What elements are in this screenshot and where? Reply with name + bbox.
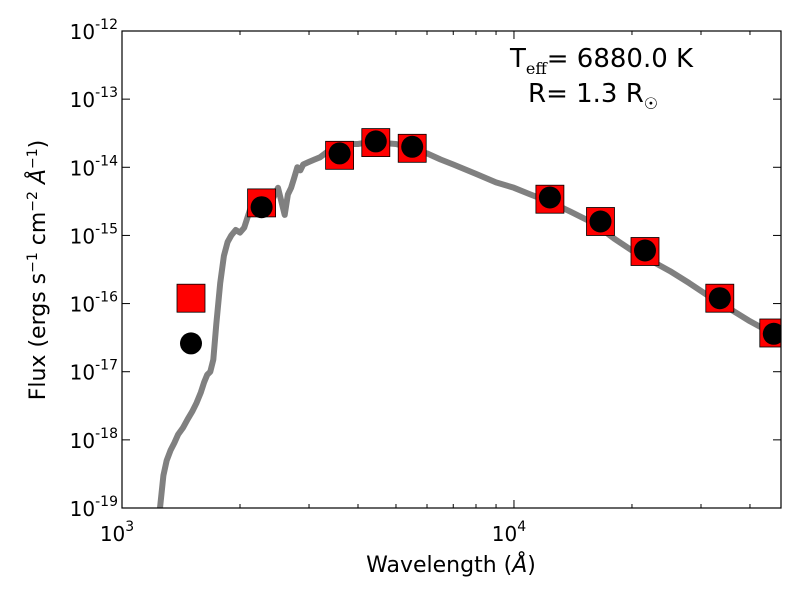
y-tick-label: 10-13 — [70, 85, 118, 112]
teff-subscript: eff — [526, 59, 548, 78]
observed-photometry-point — [180, 332, 202, 355]
radius-annotation: R= 1.3 R☉ — [528, 79, 658, 113]
annotation: Teff= 6880.0 K R= 1.3 R☉ — [509, 44, 694, 113]
plot-frame — [121, 30, 782, 509]
x-tick-label: 103 — [100, 519, 134, 546]
series-layer — [157, 128, 781, 508]
observed-photometry-point — [589, 210, 612, 233]
tick-layer: 103 104 10-19 10-18 10-17 10-16 10-15 10-14 10-1… — [70, 17, 781, 546]
y-tick-label: 10-15 — [70, 221, 118, 248]
observed-photometry-point — [401, 135, 424, 158]
teff-symbol: T — [509, 44, 526, 74]
y-tick-label: 10-14 — [70, 153, 118, 180]
y-tick-label: 10-19 — [70, 494, 118, 521]
y-tick-label: 10-16 — [70, 290, 118, 317]
sun-symbol: ☉ — [644, 94, 658, 113]
y-axis-label: Flux (ergs s−1 cm−2 Å−1) — [24, 140, 51, 401]
y-tick-label: 10-17 — [70, 358, 118, 385]
observed-photometry-point — [328, 142, 351, 165]
observed-photometry-point — [708, 287, 731, 310]
radius-text: R= 1.3 R — [528, 79, 644, 109]
teff-value: = 6880.0 K — [547, 44, 694, 74]
teff-annotation: Teff= 6880.0 K — [509, 44, 694, 78]
observed-photometry-point — [250, 196, 273, 219]
observed-photometry-point — [634, 239, 656, 262]
observed-photometry-point — [762, 322, 781, 345]
y-tick-label: 10-12 — [70, 17, 118, 44]
y-tick-label: 10-18 — [70, 426, 118, 453]
x-axis-label: Wavelength (Å) — [366, 551, 536, 578]
model-photometry-square — [176, 283, 206, 313]
x-tick-label: 104 — [492, 519, 526, 546]
observed-photometry-point — [364, 130, 387, 153]
observed-photometry-point — [538, 186, 561, 209]
